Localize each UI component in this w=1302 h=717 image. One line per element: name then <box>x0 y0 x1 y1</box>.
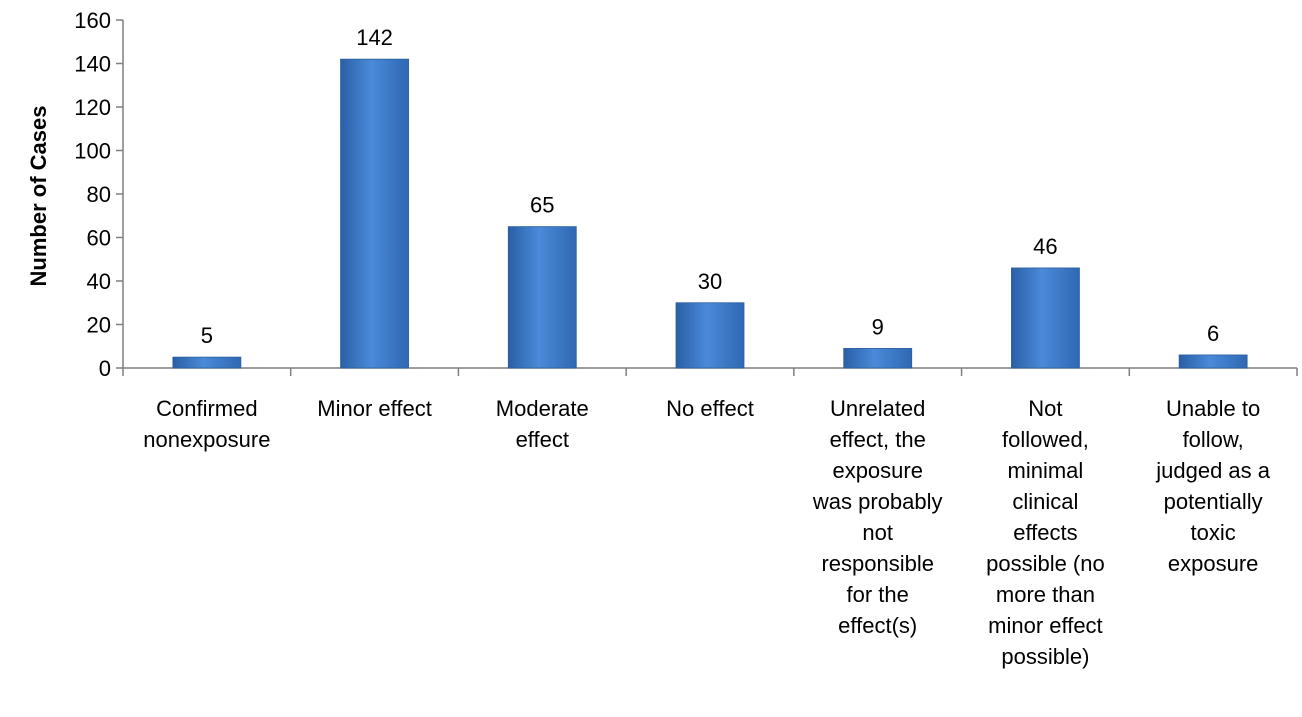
y-tick-label: 120 <box>74 95 111 120</box>
y-tick-label: 0 <box>99 356 111 381</box>
x-category-label: minimal <box>1008 458 1084 483</box>
y-tick-label: 40 <box>87 269 111 294</box>
y-tick-label: 140 <box>74 52 111 77</box>
bar <box>507 226 577 369</box>
y-tick-label: 100 <box>74 139 111 164</box>
data-label: 30 <box>698 269 722 294</box>
x-category-label: minor effect <box>988 613 1103 638</box>
x-category-label: toxic <box>1191 520 1236 545</box>
bar <box>1178 354 1248 369</box>
x-category-label: potentially <box>1164 489 1263 514</box>
x-category-label: possible) <box>1001 644 1089 669</box>
x-category-label: responsible <box>821 551 934 576</box>
bar <box>675 302 745 369</box>
data-label: 46 <box>1033 234 1057 259</box>
data-label: 142 <box>356 25 393 50</box>
y-tick-label: 60 <box>87 226 111 251</box>
x-category-label: effects <box>1013 520 1077 545</box>
data-label: 5 <box>201 323 213 348</box>
x-category-label: Not <box>1028 396 1062 421</box>
bar <box>340 58 409 369</box>
bar <box>172 356 242 369</box>
x-category-label: was probably <box>812 489 943 514</box>
data-label: 6 <box>1207 321 1219 346</box>
bars <box>172 58 1248 369</box>
x-category-label: effect <box>516 427 569 452</box>
y-tick-label: 20 <box>87 313 111 338</box>
x-category-label: possible (no <box>986 551 1105 576</box>
x-category-label: follow, <box>1183 427 1244 452</box>
y-tick-label: 160 <box>74 8 111 33</box>
data-labels: 5 142 65 30 9 46 6 <box>201 25 1220 348</box>
x-category-label: effect(s) <box>838 613 917 638</box>
x-category-label: exposure <box>1168 551 1259 576</box>
x-category-label: for the <box>847 582 909 607</box>
x-category-label: nonexposure <box>143 427 270 452</box>
x-category-label: Minor effect <box>317 396 432 421</box>
x-category-label: not <box>862 520 893 545</box>
bar <box>1011 267 1080 369</box>
x-category-label: effect, the <box>830 427 926 452</box>
y-axis-ticks: 0 20 40 60 80 100 120 140 160 <box>74 8 123 381</box>
x-category-label: followed, <box>1002 427 1089 452</box>
x-category-label: Moderate <box>496 396 589 421</box>
x-category-label: exposure <box>832 458 923 483</box>
bar <box>843 348 913 369</box>
x-category-label: Unable to <box>1166 396 1260 421</box>
x-category-label: Unrelated <box>830 396 925 421</box>
x-category-label: clinical <box>1012 489 1078 514</box>
y-axis-title: Number of Cases <box>26 106 51 287</box>
x-category-label: No effect <box>666 396 754 421</box>
x-axis-categories: Confirmed nonexposure Minor effect Moderate… <box>143 396 1271 669</box>
y-tick-label: 80 <box>87 182 111 207</box>
data-label: 65 <box>530 193 554 218</box>
data-label: 9 <box>872 314 884 339</box>
x-category-label: Confirmed <box>156 396 257 421</box>
x-category-label: judged as a <box>1155 458 1271 483</box>
x-category-label: more than <box>996 582 1095 607</box>
